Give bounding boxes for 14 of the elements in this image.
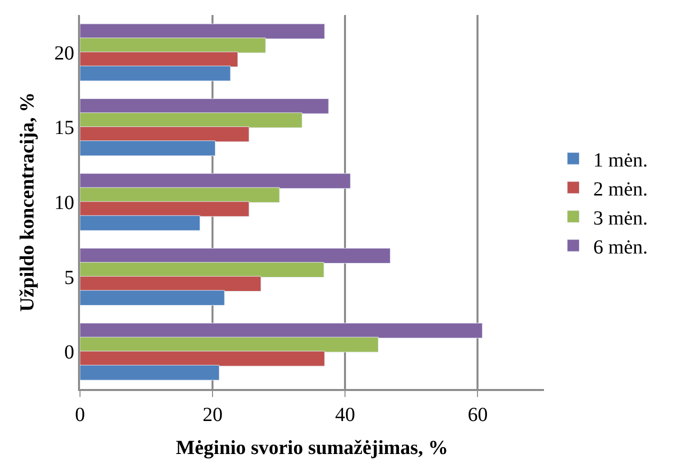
y-tick-label: 20 — [54, 42, 74, 64]
legend-label: 1 mėn. — [593, 149, 648, 172]
x-tick-label: 60 — [468, 404, 488, 426]
legend-label: 3 mėn. — [593, 207, 648, 230]
x-axis-title: Mėginio svorio sumažėjimas, % — [176, 436, 448, 459]
x-tick-label: 40 — [335, 404, 356, 426]
y-tick-label: 5 — [64, 266, 74, 289]
x-tick-label: 20 — [202, 404, 223, 426]
y-tick-label: 10 — [54, 192, 74, 214]
legend-label: 6 mėn. — [593, 236, 648, 258]
y-tick-label: 15 — [54, 117, 74, 140]
y-tick-label: 0 — [64, 342, 74, 364]
y-axis-title: Užpildo koncentracija, % — [16, 92, 38, 312]
legend-label: 2 mėn. — [593, 178, 648, 200]
